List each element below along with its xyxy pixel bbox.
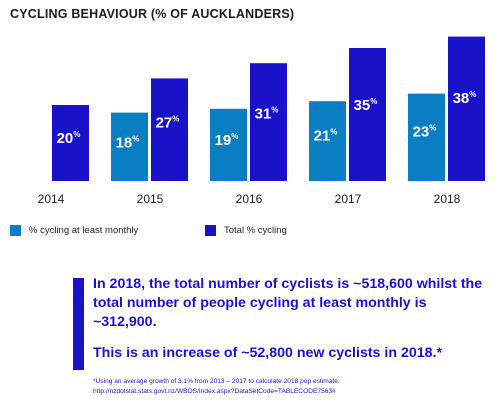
x-tick-label-2017: 2017 [335,192,362,206]
legend-swatch-total [205,225,216,236]
callout-accent-bar [73,278,84,370]
bar-monthly-2018 [408,93,445,181]
x-tick-label-2015: 2015 [137,192,164,206]
bar-total-2015 [151,78,188,181]
x-tick-label-2016: 2016 [236,192,263,206]
bar-monthly-2015 [111,112,148,181]
bar-monthly-2017 [309,101,346,181]
x-tick-label-2014: 2014 [38,192,65,206]
footnote-line-2: http://nzdotstat.stats.govt.nz/WBOS/Inde… [93,387,336,395]
bar-total-2014 [52,105,89,181]
legend-label-monthly: % cycling at least monthly [29,225,139,236]
bar-chart: 20%201418%27%201519%31%201621%35%201723%… [38,36,485,206]
bar-total-2018 [448,36,485,181]
legend-swatch-monthly [10,225,21,236]
chart-title: CYCLING BEHAVIOUR (% OF AUCKLANDERS) [10,7,295,21]
x-tick-label-2018: 2018 [434,192,461,206]
callout-paragraph-2: This is an increase of ~52,800 new cycli… [93,345,442,361]
footnote-line-1: *Using an average growth of 3.1% from 20… [93,378,340,385]
legend-item-monthly: % cycling at least monthly [10,225,138,236]
bar-total-2016 [250,63,287,182]
callout-paragraph-1: In 2018, the total number of cyclists is… [93,276,483,330]
footnote: *Using an average growth of 3.1% from 20… [93,377,340,396]
legend-label-total: Total % cycling [224,225,287,236]
bar-monthly-2016 [210,108,247,181]
callout-text: In 2018, the total number of cyclists is… [93,275,493,363]
bar-total-2017 [349,48,386,181]
legend-item-total: Total % cycling [205,225,287,236]
